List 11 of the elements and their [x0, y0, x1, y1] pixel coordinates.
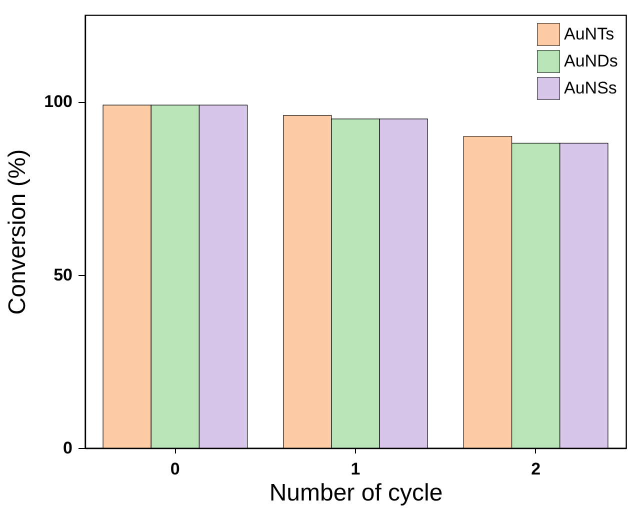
- legend-label: AuNSs: [564, 78, 617, 98]
- y-axis-title: Conversion (%): [4, 149, 32, 315]
- legend-label: AuNTs: [564, 24, 614, 44]
- x-tick-label: 1: [350, 460, 360, 478]
- x-tick-label: 2: [531, 460, 541, 478]
- legend-label: AuNDs: [564, 52, 618, 70]
- y-tick-label: 100: [44, 92, 72, 112]
- x-axis-title: Number of cycle: [269, 480, 443, 506]
- y-tick-label: 0: [63, 438, 72, 458]
- y-tick-label: 50: [54, 265, 72, 284]
- x-tick-label: 0: [170, 460, 180, 478]
